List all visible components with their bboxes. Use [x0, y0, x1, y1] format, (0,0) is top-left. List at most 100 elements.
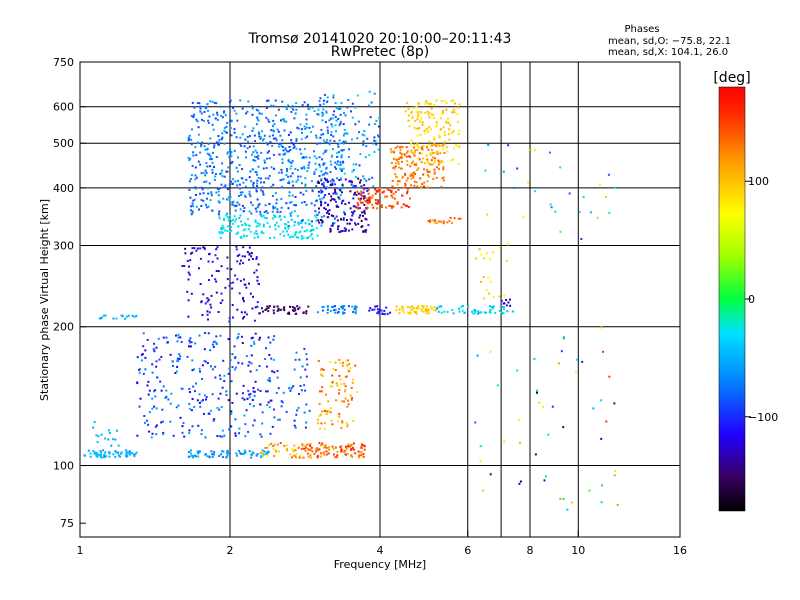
- data-point: [356, 190, 359, 193]
- data-point: [295, 453, 298, 456]
- data-point: [250, 180, 253, 183]
- data-point: [376, 312, 379, 315]
- data-point: [399, 151, 402, 154]
- data-point: [424, 308, 427, 311]
- data-point: [299, 123, 302, 126]
- data-point: [189, 391, 191, 393]
- data-point: [193, 406, 196, 408]
- y-tick-label: 75: [60, 517, 74, 530]
- data-point: [425, 100, 427, 103]
- data-point: [228, 367, 231, 370]
- data-point: [410, 174, 413, 177]
- data-point: [394, 173, 397, 176]
- data-point: [283, 306, 286, 309]
- data-point: [188, 159, 191, 162]
- data-point: [374, 199, 377, 201]
- data-point: [341, 187, 344, 190]
- data-point: [135, 314, 138, 317]
- data-point: [268, 174, 271, 177]
- data-point: [498, 247, 501, 250]
- data-point: [232, 281, 234, 284]
- data-point: [352, 163, 355, 166]
- data-point: [378, 189, 380, 192]
- data-point: [230, 162, 233, 165]
- data-point: [286, 230, 288, 233]
- data-point: [199, 151, 202, 154]
- data-point: [284, 147, 287, 150]
- data-point: [277, 130, 280, 133]
- data-point: [329, 411, 332, 414]
- data-point: [451, 111, 454, 114]
- data-point: [391, 206, 393, 209]
- data-point: [235, 166, 238, 169]
- data-point: [432, 113, 435, 116]
- data-point: [249, 393, 252, 396]
- data-point: [326, 100, 329, 103]
- data-point: [227, 151, 229, 154]
- data-point: [343, 132, 346, 135]
- data-point: [259, 433, 262, 436]
- data-point: [219, 334, 222, 337]
- data-point: [139, 397, 142, 400]
- data-point: [226, 225, 229, 228]
- data-point: [179, 355, 182, 358]
- data-point: [244, 222, 246, 225]
- data-point: [151, 397, 154, 400]
- data-point: [219, 392, 222, 395]
- data-point: [430, 144, 433, 147]
- data-point: [342, 210, 345, 213]
- data-point: [425, 309, 428, 312]
- data-point: [416, 149, 419, 152]
- data-point: [278, 145, 281, 148]
- data-point: [271, 144, 274, 147]
- data-point: [206, 297, 209, 300]
- data-point: [138, 371, 141, 374]
- data-point: [215, 191, 218, 194]
- data-point: [392, 192, 395, 195]
- data-point: [285, 106, 288, 109]
- data-point: [390, 194, 393, 197]
- data-point: [304, 368, 307, 371]
- data-point: [275, 451, 278, 453]
- data-point: [191, 101, 194, 104]
- data-point: [296, 169, 299, 171]
- data-point: [322, 162, 325, 165]
- data-point: [506, 243, 509, 246]
- data-point: [136, 382, 139, 385]
- data-point: [304, 445, 307, 448]
- data-point: [251, 451, 254, 454]
- data-point: [380, 206, 383, 208]
- data-point: [534, 190, 537, 193]
- data-point: [105, 455, 108, 458]
- data-point: [150, 436, 153, 439]
- data-point: [199, 110, 202, 113]
- data-point: [335, 204, 338, 207]
- data-point: [453, 108, 456, 111]
- data-point: [200, 186, 203, 189]
- data-point: [410, 309, 413, 311]
- data-point: [431, 219, 434, 222]
- data-point: [265, 217, 268, 220]
- data-point: [443, 99, 446, 102]
- data-point: [129, 453, 131, 456]
- data-point: [412, 160, 415, 163]
- data-point: [262, 232, 265, 235]
- data-point: [342, 199, 345, 202]
- data-point: [424, 102, 427, 105]
- data-point: [548, 151, 551, 154]
- data-point: [486, 213, 489, 216]
- data-point: [93, 421, 96, 423]
- data-point: [354, 123, 357, 126]
- data-point: [208, 253, 210, 256]
- data-point: [261, 411, 264, 414]
- data-point: [241, 397, 244, 400]
- data-point: [176, 359, 179, 362]
- data-point: [142, 345, 145, 348]
- data-point: [255, 230, 258, 233]
- data-point: [337, 164, 340, 166]
- data-point: [251, 113, 254, 116]
- data-point: [304, 446, 307, 449]
- data-point: [270, 357, 273, 360]
- data-point: [430, 128, 432, 131]
- data-point: [114, 456, 117, 458]
